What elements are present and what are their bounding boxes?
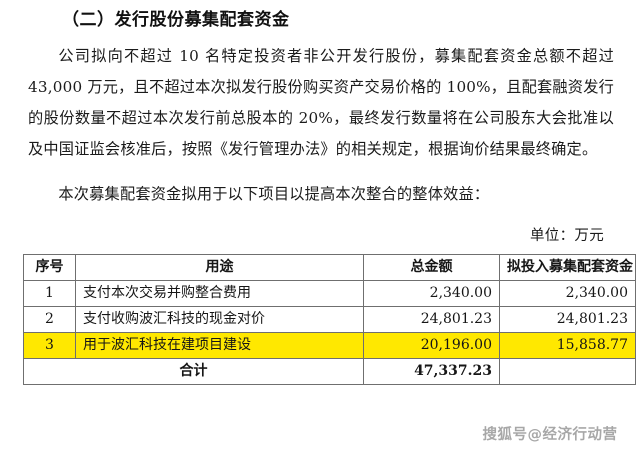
column-header-seq: 序号 <box>23 254 76 281</box>
section-heading: （二）发行股份募集配套资金 <box>62 10 290 30</box>
use-of-proceeds-table: 序号 用途 总金额 拟投入募集配套资金 1 支付本次交易并购整合费用 2,340… <box>23 254 636 385</box>
cell-seq: 3 <box>23 332 76 359</box>
cell-use: 支付收购波汇科技的现金对价 <box>75 306 364 333</box>
column-header-use: 用途 <box>75 254 364 281</box>
cell-raised-sum <box>499 358 636 385</box>
paragraph-use-of-proceeds-intro: 本次募集配套资金拟用于以下项目以提高本次整合的整体效益： <box>58 185 490 203</box>
table-row: 1 支付本次交易并购整合费用 2,340.00 2,340.00 <box>23 280 636 307</box>
table-row-highlighted: 3 用于波汇科技在建项目建设 20,196.00 15,858.77 <box>23 332 636 359</box>
cell-total-amount: 20,196.00 <box>363 332 500 359</box>
unit-label: 单位：万元 <box>530 228 604 244</box>
column-header-raised-funds: 拟投入募集配套资金 <box>499 254 636 281</box>
cell-total-amount: 24,801.23 <box>363 306 500 333</box>
cell-raised-funds: 2,340.00 <box>499 280 636 307</box>
cell-seq: 2 <box>23 306 76 333</box>
column-header-total-amount: 总金额 <box>363 254 500 281</box>
cell-total-sum: 47,337.23 <box>363 358 500 385</box>
table-row: 2 支付收购波汇科技的现金对价 24,801.23 24,801.23 <box>23 306 636 333</box>
watermark: 搜狐号@经济行动营 <box>482 426 618 443</box>
cell-use: 用于波汇科技在建项目建设 <box>75 332 364 359</box>
cell-raised-funds: 24,801.23 <box>499 306 636 333</box>
cell-seq: 1 <box>23 280 76 307</box>
table-total-row: 合计 47,337.23 <box>23 358 636 385</box>
paragraph-financing-terms: 公司拟向不超过 10 名特定投资者非公开发行股份，募集配套资金总额不超过 43,… <box>28 47 614 158</box>
document-page: （二）发行股份募集配套资金 公司拟向不超过 10 名特定投资者非公开发行股份，募… <box>0 7 640 452</box>
table-header-row: 序号 用途 总金额 拟投入募集配套资金 <box>23 254 636 281</box>
cell-raised-funds: 15,858.77 <box>499 332 636 359</box>
cell-total-amount: 2,340.00 <box>363 280 500 307</box>
cell-use: 支付本次交易并购整合费用 <box>75 280 364 307</box>
cell-total-label: 合计 <box>23 358 364 385</box>
